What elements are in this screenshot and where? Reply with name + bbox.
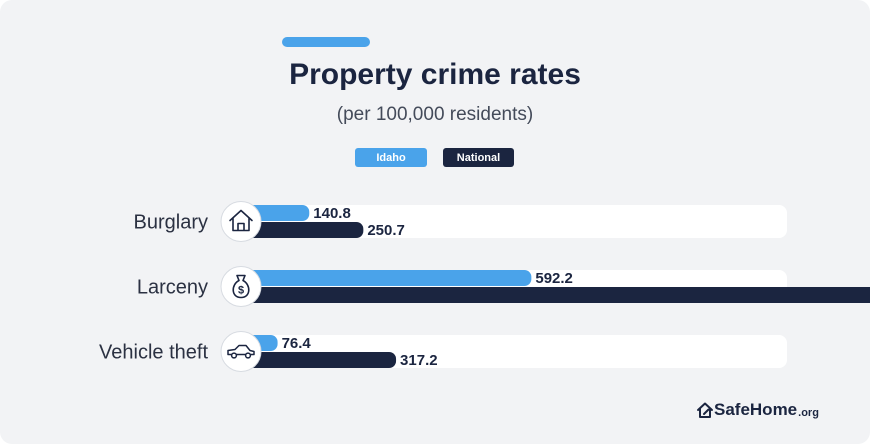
icon-badge <box>220 201 262 242</box>
car-icon <box>227 344 255 359</box>
money-bag-icon: $ <box>232 274 250 299</box>
bar-national <box>240 352 397 368</box>
bar-idaho <box>240 270 532 286</box>
bar-national <box>240 222 364 238</box>
brand-tld: .org <box>798 406 819 419</box>
category-label: Larceny <box>137 277 208 299</box>
value-label-idaho: 140.8 <box>313 205 351 222</box>
house-logo-icon <box>697 402 713 418</box>
brand-logo: SafeHome .org <box>696 400 819 420</box>
legend-idaho: Idaho <box>355 148 427 167</box>
legend-national: National <box>443 148 514 167</box>
value-label-idaho: 76.4 <box>282 335 312 352</box>
chart-subtitle: (per 100,000 residents) <box>336 104 534 125</box>
chart-title: Property crime rates <box>289 58 581 91</box>
icon-badge <box>220 331 262 372</box>
bar-track <box>240 205 787 238</box>
category-label: Burglary <box>134 212 208 234</box>
bar-national <box>240 287 870 303</box>
icon-badge <box>220 266 262 307</box>
value-label-national: 250.7 <box>367 222 405 239</box>
category-label: Vehicle theft <box>99 342 208 364</box>
chart-row-larceny: 592.21,343.9$Larceny <box>137 266 870 307</box>
brand-name: SafeHome <box>714 400 798 419</box>
chart-row-vehicle-theft: 76.4 317.2 Vehicle theft <box>99 331 787 372</box>
value-label-idaho: 592.2 <box>535 270 573 287</box>
accent-bar <box>282 37 370 47</box>
chart-row-burglary: 140.8 250.7 Burglary <box>134 201 787 242</box>
house-icon <box>229 209 253 232</box>
svg-text:$: $ <box>238 285 244 297</box>
value-label-national: 317.2 <box>400 352 438 369</box>
